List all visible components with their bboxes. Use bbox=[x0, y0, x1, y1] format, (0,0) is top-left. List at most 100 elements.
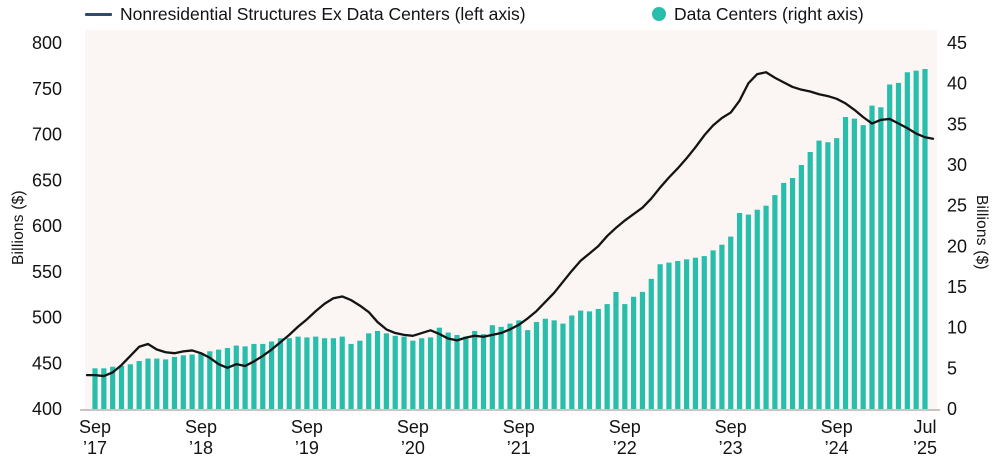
bar bbox=[348, 343, 354, 409]
bar bbox=[269, 341, 275, 409]
bar bbox=[781, 182, 787, 409]
bar bbox=[807, 151, 813, 410]
bar bbox=[560, 323, 566, 409]
right-tick-label: 30 bbox=[947, 155, 967, 175]
bar bbox=[198, 352, 204, 409]
left-tick-label: 400 bbox=[32, 399, 62, 419]
bar bbox=[657, 264, 663, 409]
bar bbox=[525, 330, 531, 409]
bar bbox=[692, 257, 699, 409]
bar bbox=[480, 334, 487, 409]
bar bbox=[489, 325, 495, 409]
bar bbox=[313, 336, 319, 409]
bar bbox=[631, 296, 637, 409]
bar bbox=[189, 354, 195, 409]
legend-item-bar: Data Centers (right axis) bbox=[652, 3, 864, 25]
bar bbox=[207, 351, 213, 409]
bar bbox=[216, 349, 222, 409]
bar bbox=[736, 212, 743, 409]
bar bbox=[145, 358, 151, 409]
x-tick-label: Sep ’17 bbox=[79, 417, 111, 458]
line-series bbox=[85, 71, 935, 378]
bar bbox=[895, 82, 902, 409]
bar bbox=[136, 361, 142, 409]
bar bbox=[639, 291, 646, 409]
bar bbox=[92, 368, 98, 409]
bar bbox=[860, 125, 866, 410]
x-tick-label: Sep ’21 bbox=[503, 417, 535, 458]
bar bbox=[586, 311, 593, 409]
bar bbox=[789, 178, 796, 409]
x-tick-label: Jul ’25 bbox=[913, 417, 937, 458]
legend-label-line: Nonresidential Structures Ex Data Center… bbox=[120, 3, 526, 24]
right-tick-label: 10 bbox=[947, 318, 967, 338]
bar bbox=[595, 308, 601, 409]
bar bbox=[321, 338, 328, 409]
bar bbox=[171, 356, 178, 409]
bar bbox=[816, 140, 822, 409]
bar bbox=[436, 327, 442, 409]
bar bbox=[410, 340, 416, 409]
bar bbox=[745, 214, 751, 409]
bar bbox=[498, 326, 504, 409]
bar bbox=[684, 259, 690, 409]
bar bbox=[295, 336, 301, 409]
bar bbox=[277, 338, 284, 409]
line-swatch-icon bbox=[85, 12, 112, 16]
bar bbox=[825, 142, 831, 410]
bar bbox=[374, 330, 381, 409]
bar bbox=[772, 195, 778, 409]
left-tick-label: 700 bbox=[32, 125, 62, 145]
x-tick-label: Sep ’18 bbox=[185, 417, 217, 458]
right-axis-title: Billions ($) bbox=[973, 194, 990, 270]
bar bbox=[419, 338, 425, 409]
x-tick-label: Sep ’23 bbox=[715, 417, 747, 458]
bar bbox=[878, 107, 884, 409]
left-tick-label: 750 bbox=[32, 79, 62, 99]
bar bbox=[286, 338, 292, 409]
bar bbox=[710, 250, 716, 409]
right-tick-label: 35 bbox=[947, 114, 967, 134]
left-tick-label: 800 bbox=[32, 33, 62, 53]
bar bbox=[427, 337, 434, 409]
bar bbox=[728, 236, 734, 409]
bar bbox=[366, 333, 372, 409]
left-tick-label: 450 bbox=[32, 353, 62, 373]
x-tick-label: Sep ’20 bbox=[397, 417, 429, 458]
right-tick-label: 45 bbox=[947, 33, 967, 53]
bar bbox=[904, 72, 910, 409]
bar bbox=[533, 321, 540, 409]
x-tick-label: Sep ’24 bbox=[821, 417, 853, 458]
bar bbox=[507, 323, 513, 409]
bar bbox=[339, 336, 345, 409]
legend-label-bar: Data Centers (right axis) bbox=[674, 3, 864, 24]
bar bbox=[101, 368, 107, 409]
bar bbox=[666, 262, 672, 409]
bar bbox=[754, 209, 760, 409]
left-tick-label: 550 bbox=[32, 262, 62, 282]
bar bbox=[922, 69, 928, 409]
bar bbox=[622, 304, 628, 409]
right-tick-label: 5 bbox=[947, 358, 957, 378]
bar bbox=[383, 333, 389, 409]
bar bbox=[604, 304, 610, 409]
bar bbox=[463, 336, 469, 409]
bar bbox=[127, 364, 133, 409]
bar bbox=[913, 70, 919, 410]
left-tick-label: 650 bbox=[32, 170, 62, 190]
bar bbox=[118, 365, 125, 409]
bar bbox=[304, 337, 310, 409]
bar bbox=[242, 346, 248, 409]
x-tick-label: Sep ’19 bbox=[291, 417, 323, 458]
bar bbox=[233, 345, 239, 409]
left-tick-label: 500 bbox=[32, 308, 62, 328]
bar bbox=[445, 332, 451, 409]
left-tick-label: 600 bbox=[32, 216, 62, 236]
right-tick-label: 15 bbox=[947, 277, 967, 297]
bar bbox=[569, 315, 575, 409]
bar bbox=[260, 343, 266, 409]
dot-swatch-icon bbox=[652, 7, 666, 21]
bar bbox=[542, 318, 548, 409]
